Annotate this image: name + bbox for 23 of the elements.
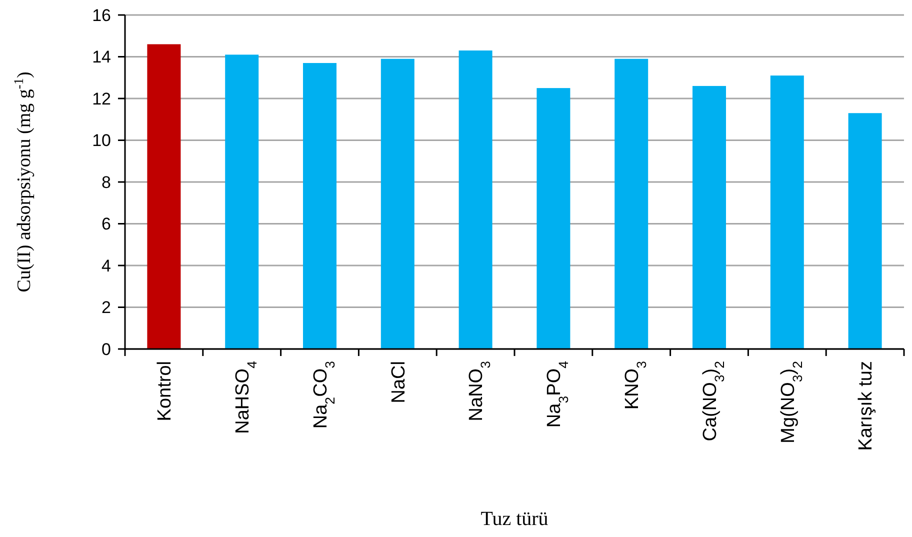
x-tick-label: Karışık tuz: [856, 361, 877, 451]
y-tick-label: 2: [102, 298, 111, 318]
bar: [303, 63, 336, 349]
y-tick-label: 0: [102, 340, 111, 359]
y-tick-label: 14: [92, 48, 111, 67]
y-tick-label: 10: [92, 131, 111, 150]
x-axis-title: Tuz türü: [480, 508, 548, 530]
y-tick-label: 6: [102, 214, 111, 234]
y-tick-label: 12: [92, 89, 111, 108]
bar: [770, 76, 804, 349]
y-tick-label: 8: [102, 172, 111, 192]
y-tick-label: 16: [92, 6, 111, 25]
bar: [147, 44, 181, 349]
bar: [848, 113, 882, 349]
y-tick-label: 4: [102, 256, 111, 276]
bar: [692, 86, 726, 349]
bar: [380, 58, 414, 349]
bar: [536, 88, 570, 349]
bar: [458, 50, 492, 349]
bar: [225, 54, 259, 349]
x-tick-label: NaCl: [388, 361, 410, 404]
bar: [614, 58, 648, 349]
x-tick-label: Kontrol: [154, 361, 176, 422]
